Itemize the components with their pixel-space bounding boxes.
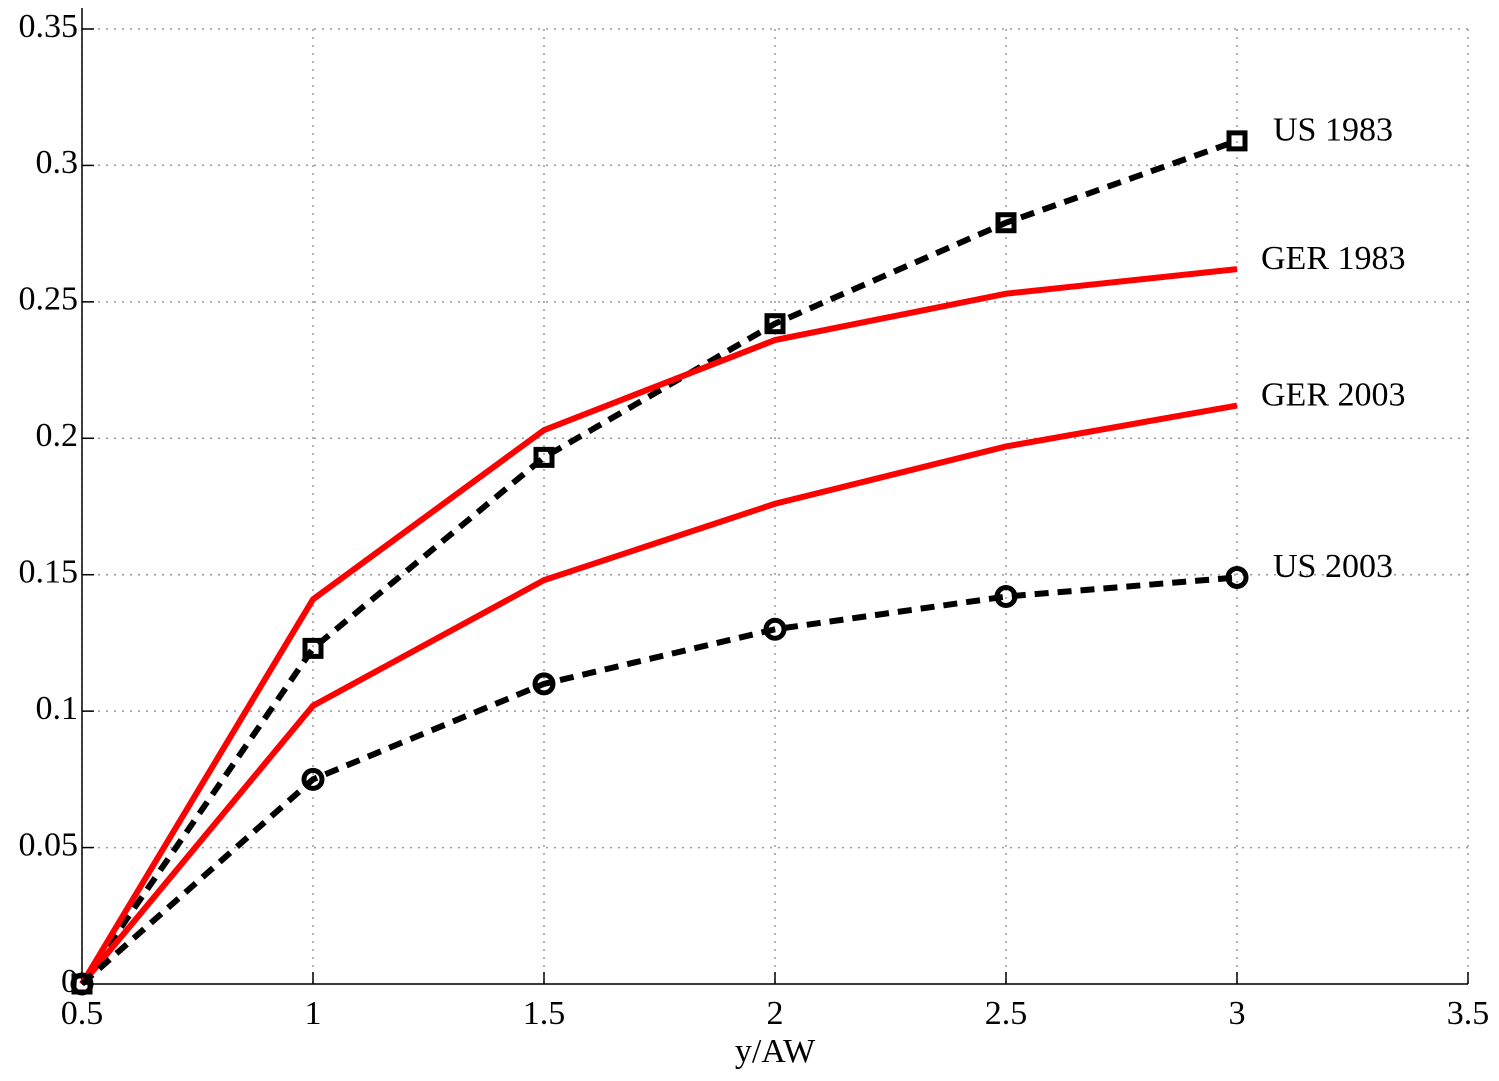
series-label: US 2003 [1273,548,1393,585]
marker [763,617,787,641]
x-tick-label: 2 [767,995,784,1032]
x-tick-label: 0.5 [61,995,104,1032]
series-line [79,266,1238,986]
y-tick-label: 0.05 [19,826,79,863]
series-label: US 1983 [1273,112,1393,149]
x-axis-label: y/AW [735,1033,816,1070]
y-tick-label: 0.3 [36,144,79,181]
marker [532,672,556,696]
marker [1226,130,1248,152]
series-line [79,138,1239,986]
marker [301,767,325,791]
marker [995,212,1017,234]
marker [1225,565,1249,589]
series-label: GER 2003 [1261,376,1406,413]
marker [302,637,324,659]
series-line [79,402,1238,986]
marker [533,446,555,468]
x-tick-label: 1.5 [523,995,566,1032]
x-tick-label: 3 [1229,995,1246,1032]
series-line [80,574,1238,987]
y-tick-label: 0.25 [19,281,79,318]
y-tick-label: 0.1 [36,690,79,727]
series-label: GER 1983 [1261,240,1406,277]
x-tick-label: 3.5 [1447,995,1490,1032]
y-tick-label: 0.35 [19,8,79,45]
x-tick-label: 2.5 [985,995,1028,1032]
y-tick-label: 0.2 [36,417,79,454]
x-tick-label: 1 [305,995,322,1032]
marker [70,972,94,996]
marker [764,313,786,335]
marker [994,585,1018,609]
y-tick-label: 0.15 [19,554,79,591]
